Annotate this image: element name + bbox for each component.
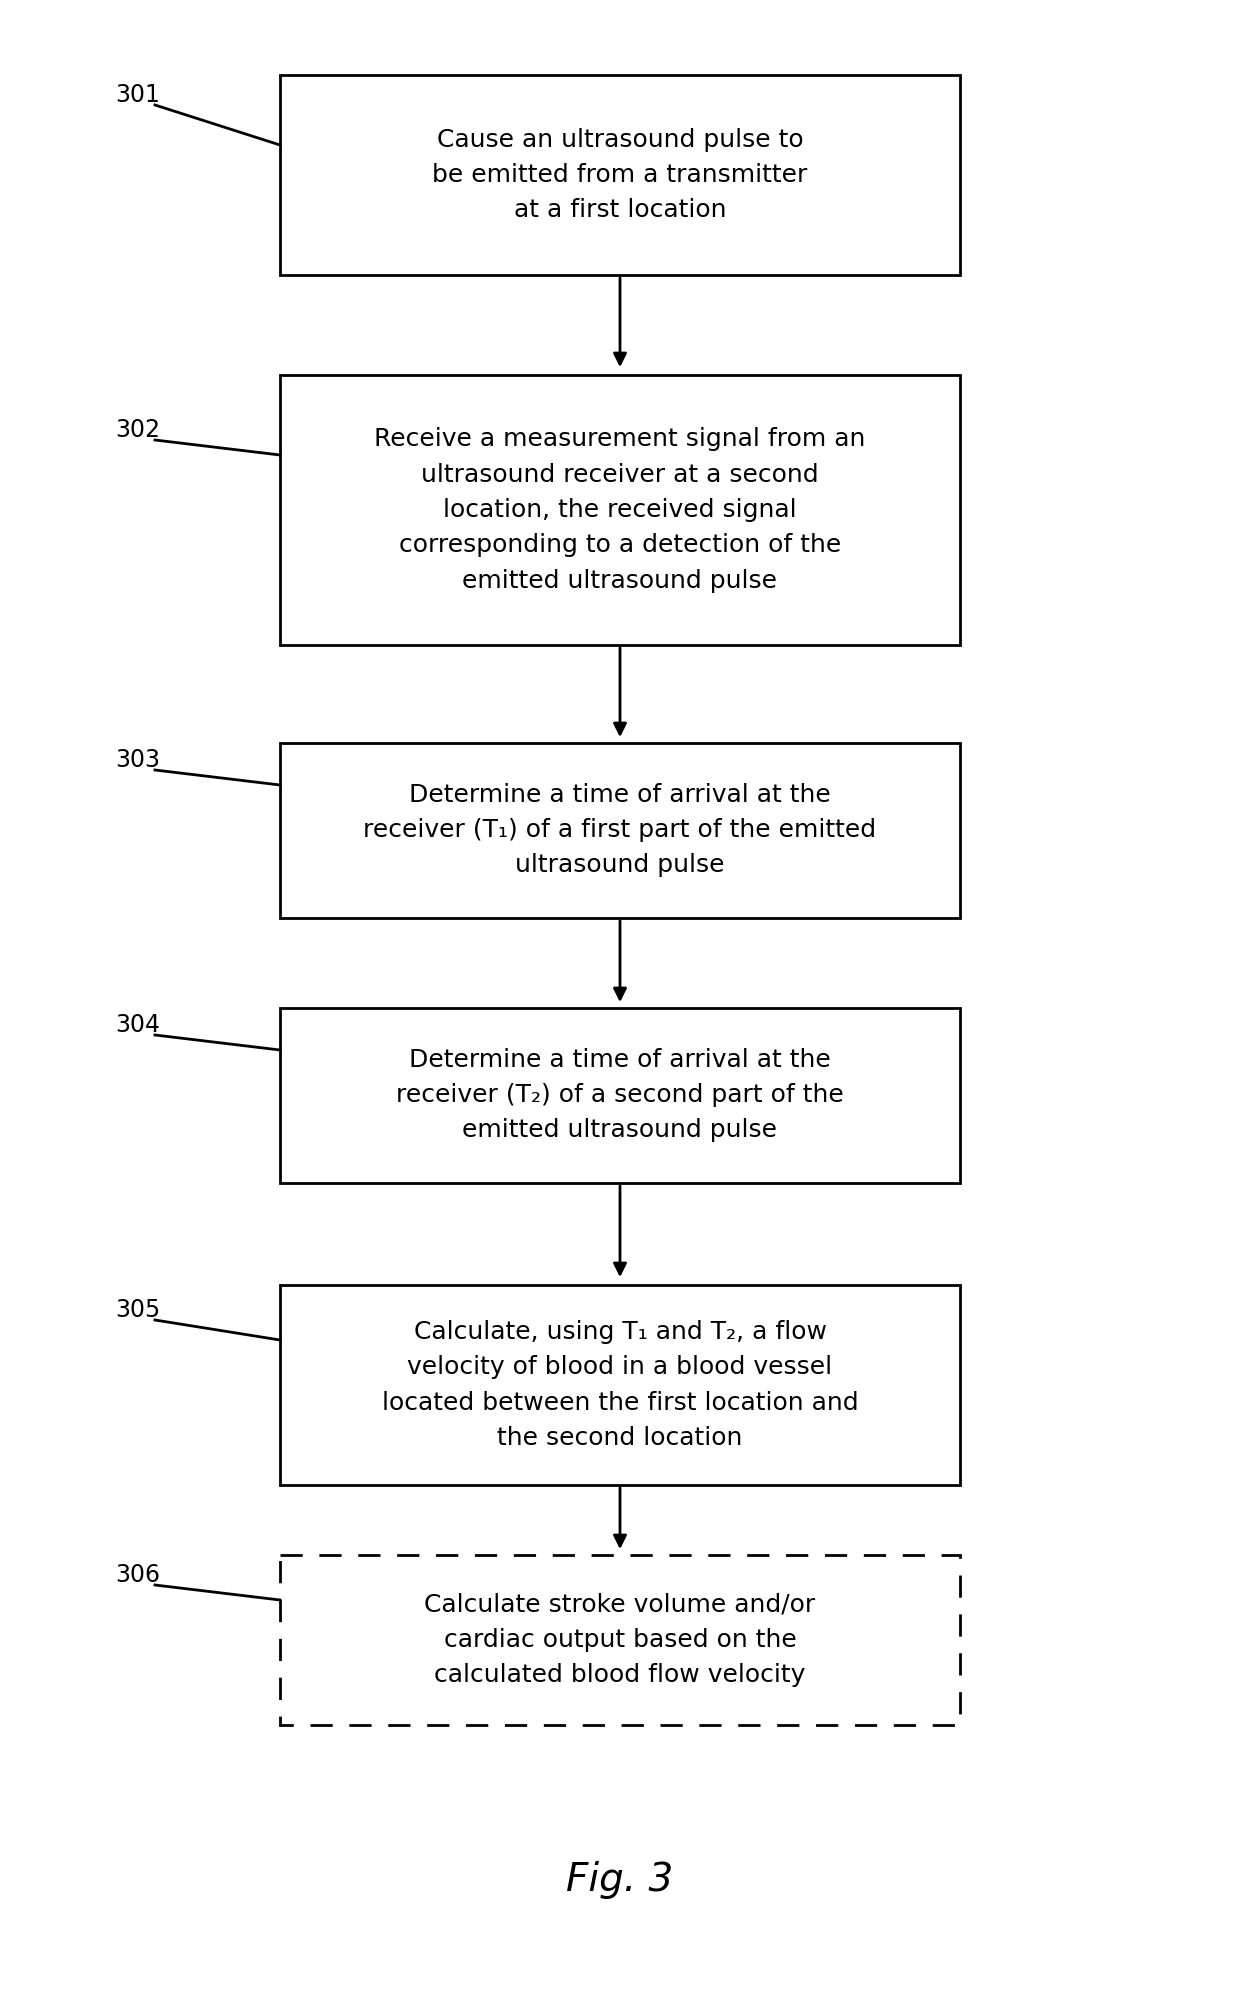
Bar [280, 1007, 960, 1182]
Text: 303: 303 [115, 748, 160, 772]
Text: Determine a time of arrival at the
receiver (T₂) of a second part of the
emitted: Determine a time of arrival at the recei… [396, 1047, 844, 1142]
Bar [280, 376, 960, 645]
Text: Fig. 3: Fig. 3 [567, 1861, 673, 1899]
Text: 301: 301 [115, 82, 160, 107]
Bar [280, 1556, 960, 1725]
Text: Receive a measurement signal from an
ultrasound receiver at a second
location, t: Receive a measurement signal from an ult… [374, 428, 866, 593]
Text: 302: 302 [115, 418, 160, 442]
Text: Determine a time of arrival at the
receiver (T₁) of a first part of the emitted
: Determine a time of arrival at the recei… [363, 782, 877, 878]
Bar [280, 1284, 960, 1485]
Bar [280, 74, 960, 275]
Text: Calculate stroke volume and/or
cardiac output based on the
calculated blood flow: Calculate stroke volume and/or cardiac o… [424, 1592, 816, 1688]
Text: 304: 304 [115, 1013, 160, 1037]
Text: Calculate, using T₁ and T₂, a flow
velocity of blood in a blood vessel
located b: Calculate, using T₁ and T₂, a flow veloc… [382, 1321, 858, 1449]
Text: 305: 305 [115, 1298, 160, 1323]
Text: Cause an ultrasound pulse to
be emitted from a transmitter
at a first location: Cause an ultrasound pulse to be emitted … [433, 127, 807, 223]
Bar [280, 742, 960, 917]
Text: 306: 306 [115, 1564, 160, 1588]
